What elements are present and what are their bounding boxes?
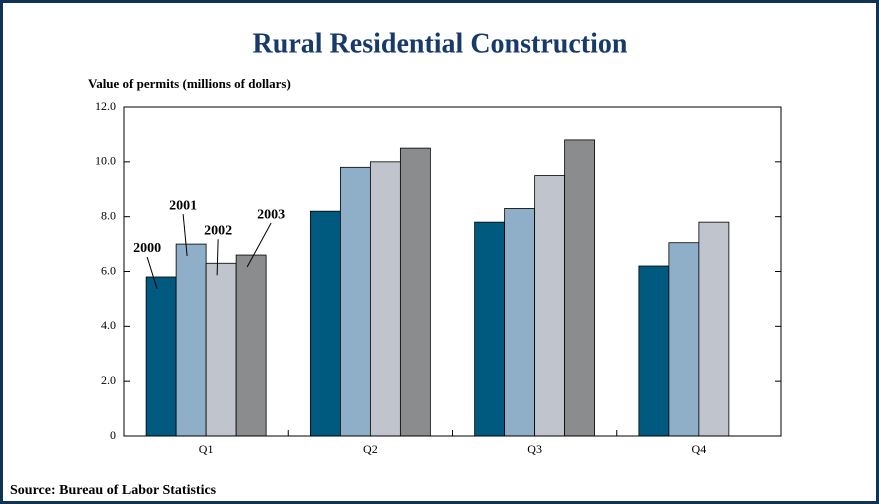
y-tick-label: 8.0 [101, 208, 116, 222]
legend-label: 2000 [133, 241, 161, 256]
chart-title: Rural Residential Construction [253, 28, 628, 59]
bar [145, 276, 177, 437]
bar [698, 221, 730, 437]
y-tick-label: 4.0 [101, 318, 116, 332]
bar [235, 254, 267, 437]
legend-label: 2003 [257, 207, 285, 222]
leader-line [146, 256, 158, 290]
bar [309, 210, 341, 437]
y-tick-label: 0 [110, 428, 116, 442]
bar [175, 243, 207, 437]
bar [638, 265, 670, 437]
x-tick-label: Q3 [527, 442, 542, 456]
leader-line [216, 239, 219, 276]
bar [564, 139, 596, 437]
x-tick-label: Q1 [199, 442, 214, 456]
x-tick-label: Q2 [363, 442, 378, 456]
y-tick-label: 6.0 [101, 263, 116, 277]
bar [369, 161, 401, 437]
bar [668, 242, 700, 437]
bar [474, 221, 506, 437]
y-axis-label: Value of permits (millions of dollars) [88, 76, 291, 91]
leader-line [246, 222, 272, 268]
bar [534, 175, 566, 437]
bar [399, 147, 431, 437]
legend-label: 2001 [169, 198, 197, 213]
bar [205, 262, 237, 437]
x-tick-label: Q4 [692, 442, 707, 456]
y-tick-label: 2.0 [101, 373, 116, 387]
plot-frame [123, 106, 782, 437]
bar [339, 166, 371, 437]
source: Source: Bureau of Labor Statistics [10, 483, 217, 498]
y-tick-label: 10.0 [95, 154, 116, 168]
legend-label: 2002 [204, 223, 232, 238]
leader-line [182, 214, 188, 257]
bar [504, 208, 536, 437]
y-tick-label: 12.0 [95, 99, 116, 113]
